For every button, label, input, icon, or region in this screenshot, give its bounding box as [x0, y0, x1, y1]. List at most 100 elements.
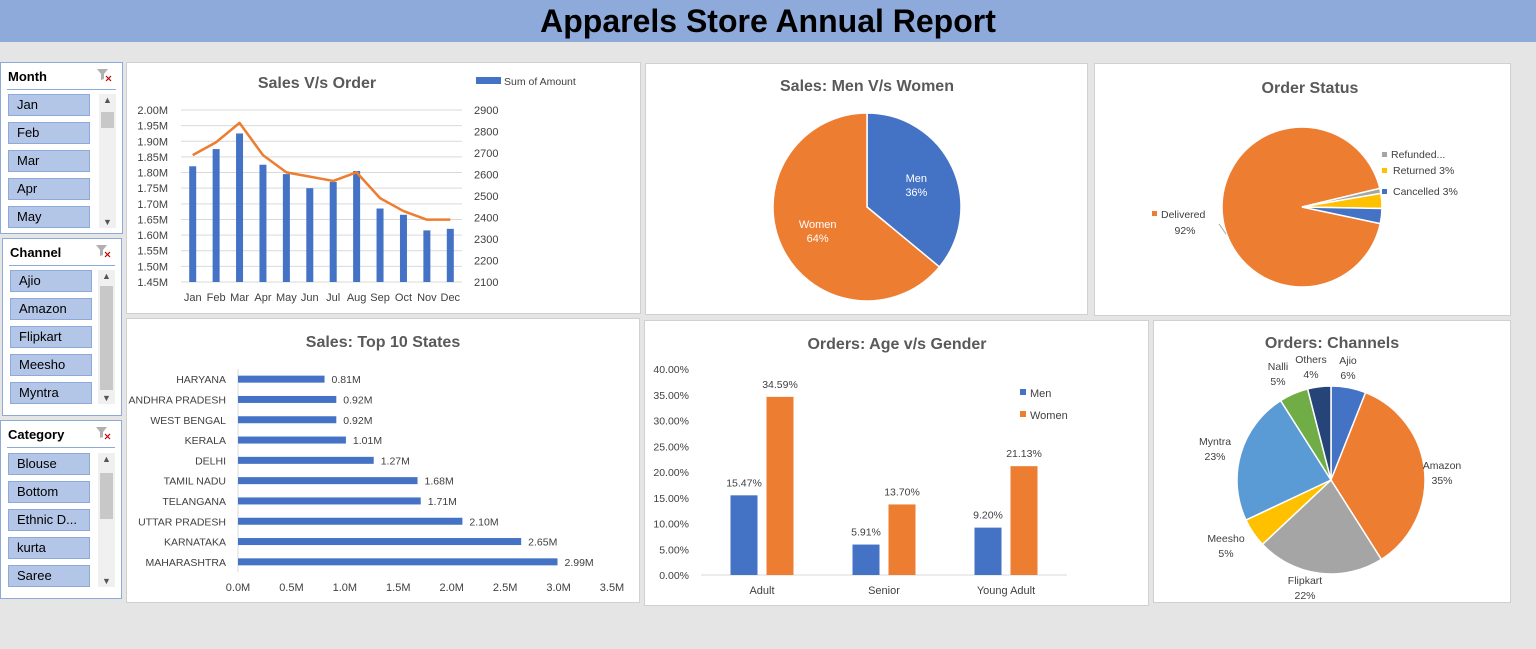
slicer-item-ethnic-dress[interactable]: Ethnic D...: [8, 509, 90, 531]
clear-filter-icon[interactable]: [96, 68, 112, 82]
y-tick-label: 1.95M: [137, 121, 168, 133]
category-slicer-title: Category: [8, 427, 65, 442]
legend-swatch: [1020, 411, 1026, 417]
data-label: 15.47%: [726, 477, 762, 489]
scrollbar-thumb[interactable]: [100, 473, 113, 519]
bar: [238, 517, 463, 525]
y-tick-label: 1.55M: [137, 246, 168, 258]
legend-swatch: [1382, 152, 1387, 157]
chart-title: Sales V/s Order: [258, 75, 376, 92]
slicer-item-kurta[interactable]: kurta: [8, 537, 90, 559]
slicer-item-mar[interactable]: Mar: [8, 150, 90, 172]
slice-value-label: 35%: [1431, 475, 1452, 487]
bar: [238, 477, 418, 485]
chevron-down-icon[interactable]: ▼: [103, 217, 112, 227]
bar: [1010, 466, 1038, 575]
slicer-item-bottom[interactable]: Bottom: [8, 481, 90, 503]
slicer-item-apr[interactable]: Apr: [8, 178, 90, 200]
y-tick-label: 0.00%: [659, 570, 689, 582]
sales-vs-order-panel[interactable]: Sales V/s Order 1.45M 1.50M 1.55M 1.60M 1.65M…: [126, 62, 641, 314]
slicer-item-saree[interactable]: Saree: [8, 565, 90, 587]
y2-tick-label: 2700: [474, 148, 498, 160]
scrollbar-thumb[interactable]: [100, 286, 113, 390]
slice-label: Women: [799, 219, 837, 231]
men-vs-women-panel[interactable]: Sales: Men V/s Women Men 36% Women 64%: [645, 63, 1088, 315]
slicer-divider: [7, 89, 116, 90]
slicer-item-blouse[interactable]: Blouse: [8, 453, 90, 475]
slicer-item-amazon[interactable]: Amazon: [10, 298, 92, 320]
slicer-scrollbar[interactable]: ▲ ▼: [98, 270, 115, 404]
y-tick-label: 10.00%: [653, 519, 689, 531]
slice-value-label: 5%: [1270, 376, 1285, 388]
bar: [238, 497, 421, 505]
y-tick-label: 2.00M: [137, 105, 168, 117]
x-tick-label: Nov: [417, 292, 437, 304]
top-states-chart: Sales: Top 10 States HARYANA 0.81M ANDHRA P…: [129, 334, 625, 594]
data-label: 9.20%: [973, 510, 1003, 522]
y-tick-label: 30.00%: [653, 416, 689, 428]
bar: [888, 504, 916, 575]
y-tick-label: HARYANA: [176, 374, 226, 386]
order-status-panel[interactable]: Order Status Delivered 92% Refunded... Retur…: [1094, 63, 1511, 316]
y-tick-label: WEST BENGAL: [150, 415, 226, 427]
top-states-panel[interactable]: Sales: Top 10 States HARYANA 0.81M ANDHRA P…: [126, 318, 640, 603]
y-tick-label: 5.00%: [659, 544, 689, 556]
chevron-up-icon[interactable]: ▲: [103, 95, 112, 105]
bar: [189, 166, 197, 282]
slicer-item-myntra[interactable]: Myntra: [10, 382, 92, 404]
channel-slicer[interactable]: Channel Ajio Amazon Flipkart Meesho Mynt…: [2, 238, 122, 416]
slicer-item-jan[interactable]: Jan: [8, 94, 90, 116]
y2-tick-label: 2900: [474, 105, 498, 117]
y-tick-label: ANDHRA PRADESH: [129, 394, 226, 406]
pie-slice-flipkart: [1261, 478, 1383, 575]
data-label: 2.65M: [528, 537, 557, 549]
slicer-divider: [9, 265, 115, 266]
slice-label: Amazon: [1423, 460, 1462, 472]
slicer-item-feb[interactable]: Feb: [8, 122, 90, 144]
slicer-item-ajio[interactable]: Ajio: [10, 270, 92, 292]
y-tick-label: 1.65M: [137, 214, 168, 226]
slice-label: Myntra: [1199, 436, 1231, 448]
bar: [766, 396, 794, 575]
chart-title: Sales: Men V/s Women: [780, 78, 954, 95]
month-slicer[interactable]: Month Jan Feb Mar Apr May ▲ ▼: [0, 62, 123, 234]
chevron-up-icon[interactable]: ▲: [102, 271, 111, 281]
legend-swatch: [1382, 189, 1387, 194]
x-tick-label: 0.0M: [226, 582, 250, 594]
slice-label: Ajio: [1339, 355, 1357, 367]
bar: [212, 149, 220, 282]
age-vs-gender-panel[interactable]: Orders: Age v/s Gender 0.00% 5.00% 10.00% 15…: [644, 320, 1149, 606]
pie-slice-amazon: [1330, 391, 1426, 561]
slicer-scrollbar[interactable]: ▲ ▼: [98, 453, 115, 587]
chart-title: Sales: Top 10 States: [306, 334, 461, 351]
slicer-item-may[interactable]: May: [8, 206, 90, 228]
slicer-scrollbar[interactable]: ▲ ▼: [99, 94, 116, 228]
pie-slice-delivered: [1221, 126, 1382, 288]
y-tick-label: 1.80M: [137, 168, 168, 180]
y-tick-label: TELANGANA: [162, 496, 226, 508]
bar: [238, 456, 374, 464]
data-label: 2.10M: [469, 516, 498, 528]
y-tick-label: 1.85M: [137, 152, 168, 164]
bar: [238, 416, 337, 424]
bar: [730, 495, 758, 575]
clear-filter-icon[interactable]: [95, 426, 111, 440]
channels-panel[interactable]: Orders: Channels Ajio 6% Amazon 35% Flipkart 2…: [1153, 320, 1511, 603]
bar: [282, 174, 290, 282]
chevron-up-icon[interactable]: ▲: [102, 454, 111, 464]
clear-filter-icon[interactable]: [95, 244, 111, 258]
slicer-item-meesho[interactable]: Meesho: [10, 354, 92, 376]
slicer-item-flipkart[interactable]: Flipkart: [10, 326, 92, 348]
bar: [238, 538, 522, 546]
bar: [376, 208, 384, 282]
y-tick-label: MAHARASHTRA: [145, 557, 226, 569]
y-tick-label: TAMIL NADU: [164, 476, 226, 488]
y-tick-label: UTTAR PRADESH: [138, 516, 226, 528]
category-slicer[interactable]: Category Blouse Bottom Ethnic D... kurta…: [0, 420, 122, 599]
chevron-down-icon[interactable]: ▼: [102, 393, 111, 403]
chevron-down-icon[interactable]: ▼: [102, 576, 111, 586]
y2-tick-label: 2100: [474, 277, 498, 289]
scrollbar-thumb[interactable]: [101, 112, 114, 128]
x-tick-label: Young Adult: [977, 585, 1035, 597]
leader-line: [1218, 223, 1227, 235]
